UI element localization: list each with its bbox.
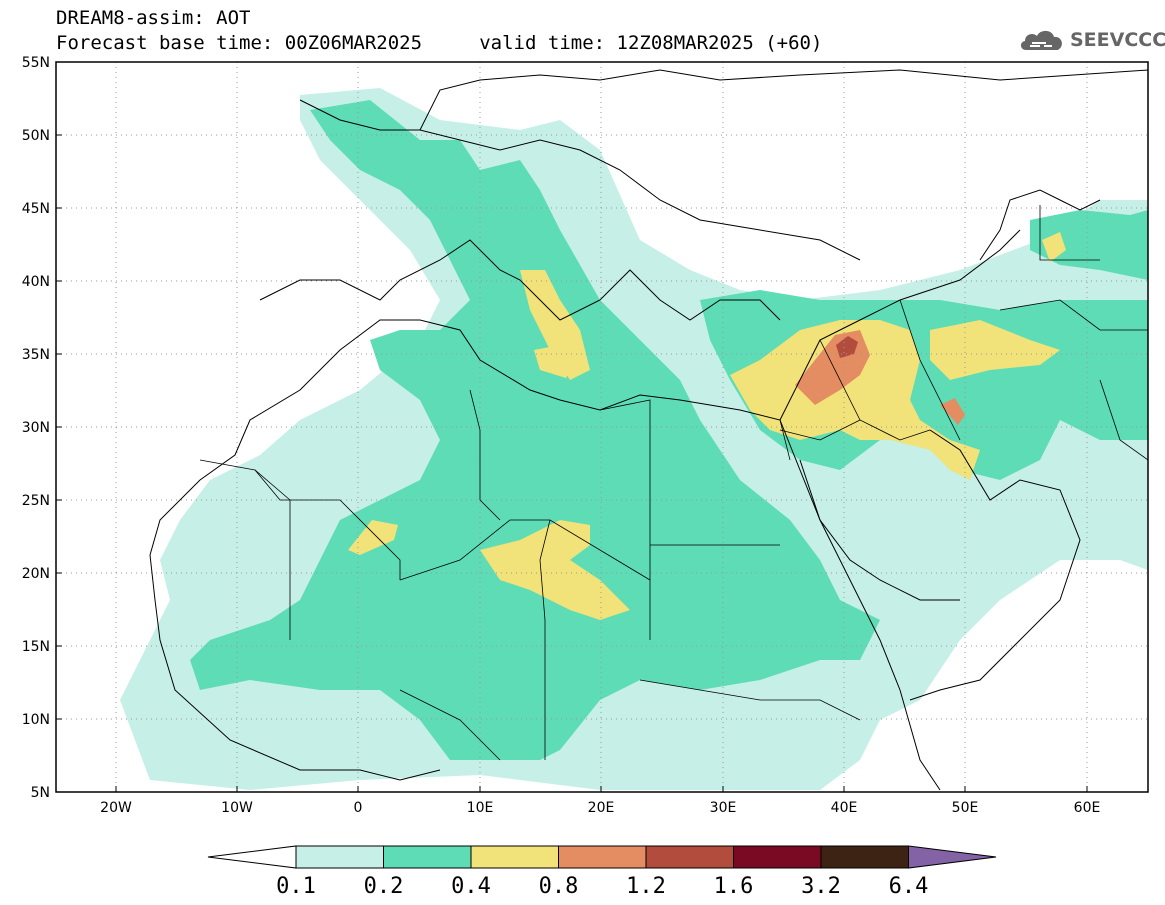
aot-band-0.8-iraq (940, 398, 965, 425)
lon-label: 20E (588, 800, 615, 816)
aot-band-0.4-caspian (1042, 232, 1066, 262)
aot-band-0.4-sahara (480, 520, 630, 620)
aot-band-0.2-caspian (1030, 210, 1148, 280)
lat-label: 55N (22, 55, 50, 71)
lon-label: 10E (467, 800, 494, 816)
aot-band-0.4-persia (930, 320, 1060, 380)
colorbar-segment (558, 845, 647, 869)
colorbar-label: 0.8 (539, 874, 579, 899)
lat-label: 25N (22, 493, 50, 509)
colorbar-segment (908, 845, 997, 869)
colorbar-label: 6.4 (889, 874, 929, 899)
colorbar-segment (733, 845, 822, 869)
aot-band-0.4-mali (348, 520, 398, 555)
map-title: DREAM8-assim: AOT (56, 7, 251, 29)
lat-label: 30N (22, 420, 50, 436)
grid-lines (56, 62, 1148, 792)
colorbar-label: 0.4 (451, 874, 491, 899)
colorbar-segment (383, 845, 472, 869)
lon-label: 50E (952, 800, 979, 816)
forecast-times: Forecast base time: 00Z06MAR2025 valid t… (56, 32, 823, 54)
lat-label: 40N (22, 274, 50, 290)
lat-label: 50N (22, 128, 50, 144)
lat-label: 15N (22, 639, 50, 655)
aot-band-1.2 (836, 336, 858, 358)
lat-label: 20N (22, 566, 50, 582)
lat-label: 10N (22, 712, 50, 728)
cloud-icon (1020, 30, 1062, 50)
lon-labels: 20W 10W 0 10E 20E 30E 40E 50E 60E (100, 800, 1100, 816)
aot-band-0.4-mideast (730, 320, 980, 480)
lat-labels: 55N 50N 45N 40N 35N 30N 25N 20N 15N 10N … (22, 55, 50, 801)
aot-fields (120, 88, 1148, 790)
colorbar-segment (470, 845, 559, 869)
lat-label: 35N (22, 347, 50, 363)
seevccc-logo: SEEVCCC (1018, 26, 1165, 54)
lon-label: 0 (354, 800, 363, 816)
colorbar: 0.1 0.2 0.4 0.8 1.2 1.6 3.2 6.4 (207, 845, 997, 899)
colorbar-segment (645, 845, 734, 869)
borders (199, 205, 1148, 761)
colorbar-segment (207, 845, 297, 869)
lon-label: 60E (1074, 800, 1101, 816)
lon-label: 40E (831, 800, 858, 816)
lon-label: 30E (710, 800, 737, 816)
lat-label: 45N (22, 201, 50, 217)
logo-text: SEEVCCC (1070, 29, 1165, 51)
aot-band-0.4-tunisia (534, 345, 575, 378)
colorbar-segment (820, 845, 909, 869)
colorbar-label: 3.2 (801, 874, 841, 899)
lon-label: 10W (221, 800, 253, 816)
colorbar-label: 0.2 (364, 874, 404, 899)
tick-marks (56, 61, 1088, 792)
aot-band-0.2 (190, 100, 880, 760)
coastlines (149, 69, 1148, 791)
colorbar-label: 1.2 (626, 874, 666, 899)
colorbar-label: 1.6 (714, 874, 754, 899)
colorbar-label: 0.1 (276, 874, 316, 899)
lat-label: 5N (31, 785, 50, 801)
lon-label: 20W (100, 800, 132, 816)
colorbar-segment (295, 845, 384, 869)
